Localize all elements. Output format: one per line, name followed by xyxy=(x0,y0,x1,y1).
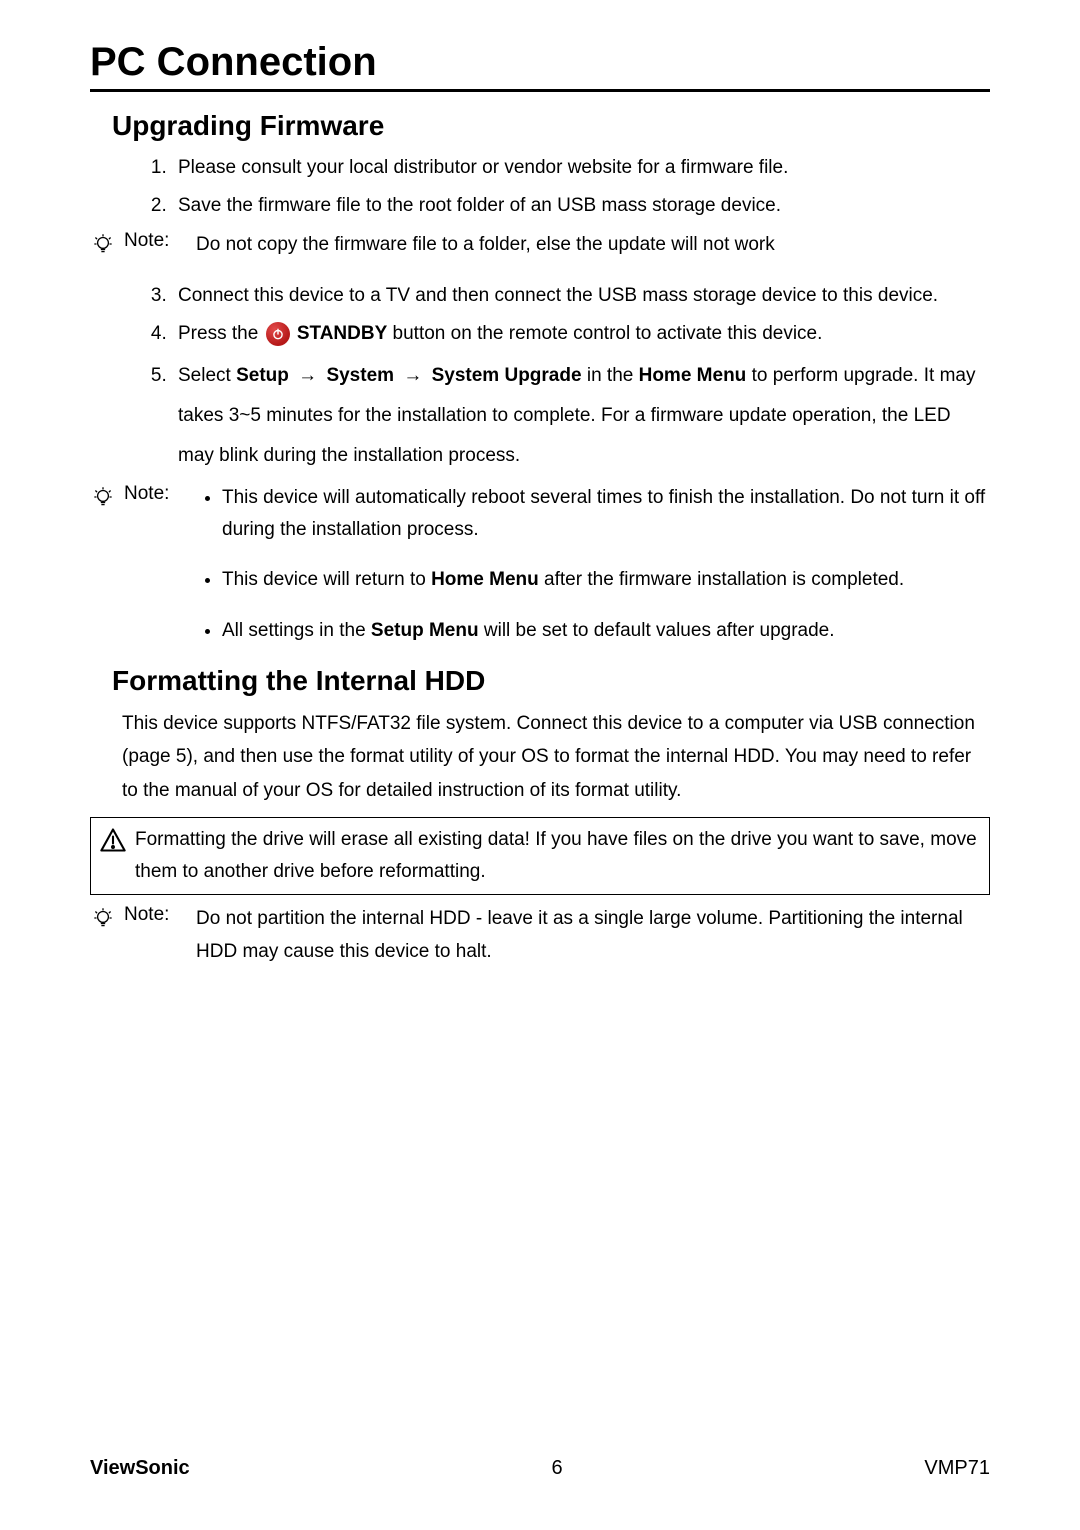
step5-system: System xyxy=(326,365,394,386)
step4-pre: Press the xyxy=(178,323,264,344)
hdd-paragraph: This device supports NTFS/FAT32 file sys… xyxy=(122,707,982,807)
step5-setup: Setup xyxy=(236,365,289,386)
step5-home: Home Menu xyxy=(639,365,747,386)
step-3: Connect this device to a TV and then con… xyxy=(172,280,990,312)
b2-bold: Home Menu xyxy=(431,569,539,590)
warning-box: Formatting the drive will erase all exis… xyxy=(90,817,990,896)
note-3: Note: Do not partition the internal HDD … xyxy=(90,903,990,968)
b3-a: All settings in the xyxy=(222,620,371,641)
section1-content: Please consult your local distributor or… xyxy=(112,152,990,223)
lightbulb-icon xyxy=(90,905,118,936)
step-5: Select Setup → System → System Upgrade i… xyxy=(172,356,990,476)
section-formatting-hdd: Formatting the Internal HDD xyxy=(112,665,990,697)
step5-a: Select xyxy=(178,365,236,386)
b2-a: This device will return to xyxy=(222,569,431,590)
arrow-icon: → xyxy=(399,356,426,396)
b3-bold: Setup Menu xyxy=(371,620,479,641)
section1-content-cont: Connect this device to a TV and then con… xyxy=(112,280,990,476)
step-1: Please consult your local distributor or… xyxy=(172,152,990,184)
page-number: 6 xyxy=(551,1457,562,1480)
section-upgrading-firmware: Upgrading Firmware xyxy=(112,110,990,142)
b3-b: will be set to default values after upgr… xyxy=(479,620,835,641)
steps-list-cont: Connect this device to a TV and then con… xyxy=(112,280,990,476)
standby-icon xyxy=(266,322,290,346)
arrow-icon: → xyxy=(294,356,321,396)
step4-post: button on the remote control to activate… xyxy=(393,323,823,344)
footer-brand: ViewSonic xyxy=(90,1457,190,1480)
step5-upgrade: System Upgrade xyxy=(432,365,582,386)
warning-icon xyxy=(99,826,129,859)
lightbulb-icon xyxy=(90,484,118,515)
note-bullet-1: This device will automatically reboot se… xyxy=(222,482,990,547)
b2-b: after the firmware installation is compl… xyxy=(539,569,904,590)
lightbulb-icon xyxy=(90,231,118,262)
step4-standby: STANDBY xyxy=(297,323,387,344)
note-text: Do not partition the internal HDD - leav… xyxy=(196,903,990,968)
step5-b: in the xyxy=(587,365,639,386)
note-2: Note: This device will automatically reb… xyxy=(90,482,990,655)
note-bullet-2: This device will return to Home Menu aft… xyxy=(222,564,990,596)
page-footer: ViewSonic 6 VMP71 xyxy=(90,1457,990,1480)
note-bullet-3: All settings in the Setup Menu will be s… xyxy=(222,615,990,647)
note-label: Note: xyxy=(124,903,196,926)
step-2: Save the firmware file to the root folde… xyxy=(172,190,990,222)
note-1: Note: Do not copy the firmware file to a… xyxy=(90,229,990,262)
note-label: Note: xyxy=(124,482,196,505)
note-label: Note: xyxy=(124,229,196,252)
steps-list: Please consult your local distributor or… xyxy=(112,152,990,223)
footer-model: VMP71 xyxy=(924,1457,990,1480)
note-text: Do not copy the firmware file to a folde… xyxy=(196,229,990,261)
warning-text: Formatting the drive will erase all exis… xyxy=(129,824,979,889)
step-4: Press the STANDBY button on the remote c… xyxy=(172,318,990,350)
page-title: PC Connection xyxy=(90,40,990,92)
note-bullets: This device will automatically reboot se… xyxy=(196,482,990,647)
note-body: This device will automatically reboot se… xyxy=(196,482,990,655)
